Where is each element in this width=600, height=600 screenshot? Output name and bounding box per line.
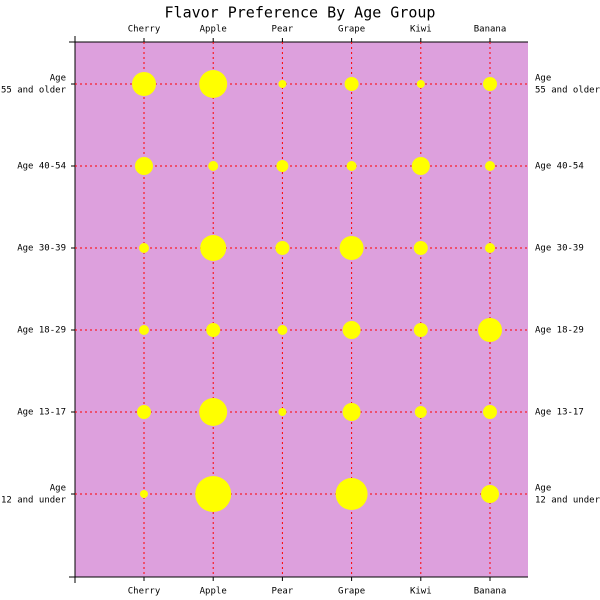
bubble <box>139 325 149 335</box>
bubble <box>413 241 428 255</box>
bubble <box>135 157 153 175</box>
x-tick-label: Grape <box>338 25 365 35</box>
x-tick-label: Kiwi <box>410 25 432 35</box>
bubble <box>411 157 430 175</box>
bubble <box>199 70 228 98</box>
bubble <box>414 406 427 418</box>
bubble <box>485 161 495 171</box>
y-tick-label: Age 40-54 <box>17 162 66 172</box>
x-tick-label: Banana <box>474 25 507 35</box>
bubble <box>275 241 290 255</box>
bubble <box>199 398 228 426</box>
bubble <box>344 77 359 91</box>
x-tick-label: Cherry <box>128 587 161 597</box>
y-tick-label: 55 and older <box>535 86 600 96</box>
bubble <box>483 77 497 91</box>
x-tick-label: Pear <box>272 587 294 597</box>
y-tick-label: Age 18-29 <box>17 326 66 336</box>
bubble <box>206 323 221 337</box>
bubble <box>278 408 287 416</box>
bubble <box>278 80 287 88</box>
bubble <box>416 80 425 88</box>
bubble <box>485 243 495 253</box>
bubble <box>200 235 227 261</box>
bubble <box>342 403 361 421</box>
y-tick-label: Age <box>50 74 66 84</box>
y-tick-label: Age <box>535 74 551 84</box>
y-tick-label: Age 13-17 <box>17 408 66 418</box>
y-tick-label: Age 30-39 <box>17 244 66 254</box>
bubble <box>342 321 361 339</box>
bubble <box>339 236 364 260</box>
x-tick-label: Kiwi <box>410 587 432 597</box>
bubble <box>139 243 149 253</box>
bubble <box>478 318 502 342</box>
x-tick-label: Grape <box>338 587 365 597</box>
bubble <box>413 323 428 337</box>
bubble <box>346 161 357 171</box>
chart-title: Flavor Preference By Age Group <box>165 4 436 22</box>
bubble <box>276 160 289 172</box>
y-tick-label: 55 and older <box>1 86 67 96</box>
x-tick-label: Apple <box>200 587 227 597</box>
y-tick-label: Age 13-17 <box>535 408 584 418</box>
bubble <box>481 485 499 503</box>
x-tick-label: Apple <box>200 25 227 35</box>
bubble <box>277 325 288 335</box>
x-tick-label: Banana <box>474 587 507 597</box>
y-tick-label: Age <box>535 484 551 494</box>
x-tick-label: Pear <box>272 25 294 35</box>
plot-area <box>75 42 528 577</box>
x-tick-label: Cherry <box>128 25 161 35</box>
y-tick-label: Age 30-39 <box>535 244 584 254</box>
bubble <box>140 490 148 498</box>
bubble <box>137 405 151 419</box>
y-tick-label: Age 18-29 <box>535 326 584 336</box>
y-tick-label: Age <box>50 484 66 494</box>
y-tick-label: 12 and under <box>535 496 600 506</box>
y-tick-label: 12 and under <box>1 496 67 506</box>
bubble <box>483 405 497 419</box>
y-tick-label: Age 40-54 <box>535 162 584 172</box>
bubble <box>335 478 368 510</box>
bubble <box>132 72 156 96</box>
bubble <box>195 476 232 512</box>
bubble <box>208 161 219 171</box>
